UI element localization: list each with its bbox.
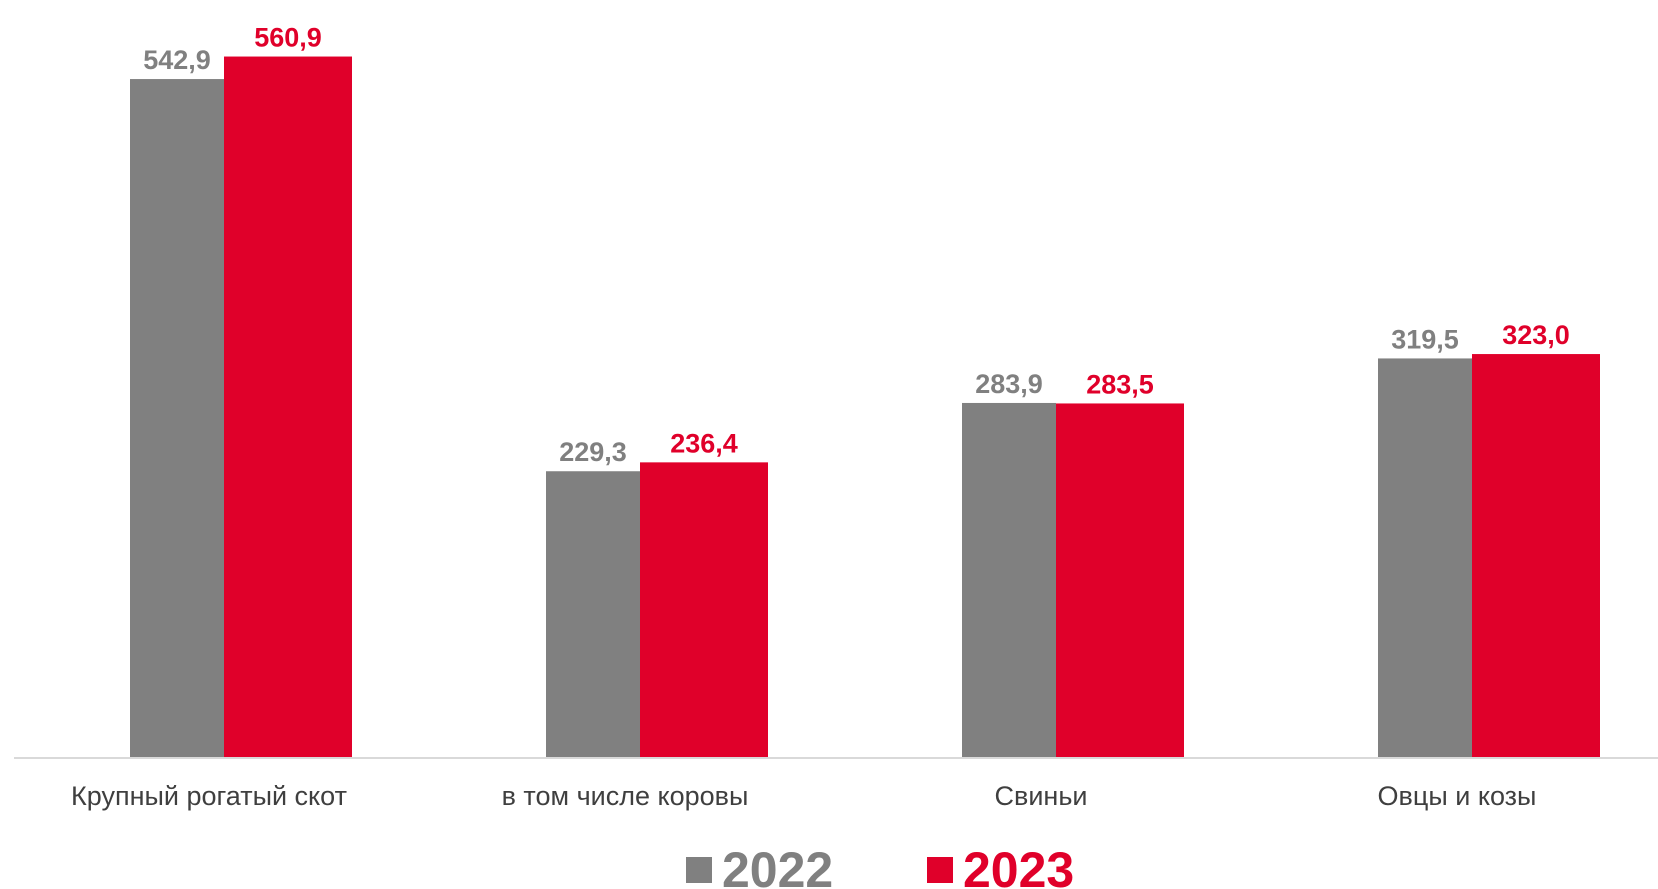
- bar-2023-1: [224, 56, 352, 759]
- value-labels-layer: 542,9 560,9 229,3 236,4 283,9 283,5 319,5 323,0: [143, 23, 1570, 468]
- bar-2022-4: [1378, 358, 1472, 758]
- legend-label-2023: 2023: [963, 842, 1074, 889]
- value-label-2023-4: 323,0: [1502, 320, 1570, 350]
- category-label-2: в том числе коровы: [502, 781, 749, 811]
- category-labels-layer: Крупный рогатый скот в том числе коровы Св…: [71, 781, 1536, 811]
- value-label-2023-2: 236,4: [670, 428, 738, 458]
- value-label-2022-4: 319,5: [1391, 324, 1459, 354]
- legend-swatch-2023: [927, 857, 953, 883]
- bar-2023-2: [640, 462, 768, 758]
- value-label-2023-1: 560,9: [254, 23, 322, 53]
- bar-2022-3: [962, 402, 1056, 758]
- category-label-3: Свиньи: [995, 781, 1088, 811]
- bar-2023-3: [1056, 403, 1184, 758]
- category-label-1: Крупный рогатый скот: [71, 781, 347, 811]
- value-label-2023-3: 283,5: [1086, 369, 1154, 399]
- bars-layer: [130, 56, 1600, 759]
- legend-label-2022: 2022: [722, 842, 833, 889]
- bar-2022-1: [130, 79, 224, 759]
- value-label-2022-3: 283,9: [975, 369, 1043, 399]
- legend: 2022 2023: [686, 842, 1074, 889]
- category-label-4: Овцы и козы: [1378, 781, 1537, 811]
- bar-2023-4: [1472, 354, 1600, 758]
- value-label-2022-1: 542,9: [143, 45, 211, 75]
- legend-swatch-2022: [686, 857, 712, 883]
- bar-2022-2: [546, 471, 640, 758]
- value-label-2022-2: 229,3: [559, 437, 627, 467]
